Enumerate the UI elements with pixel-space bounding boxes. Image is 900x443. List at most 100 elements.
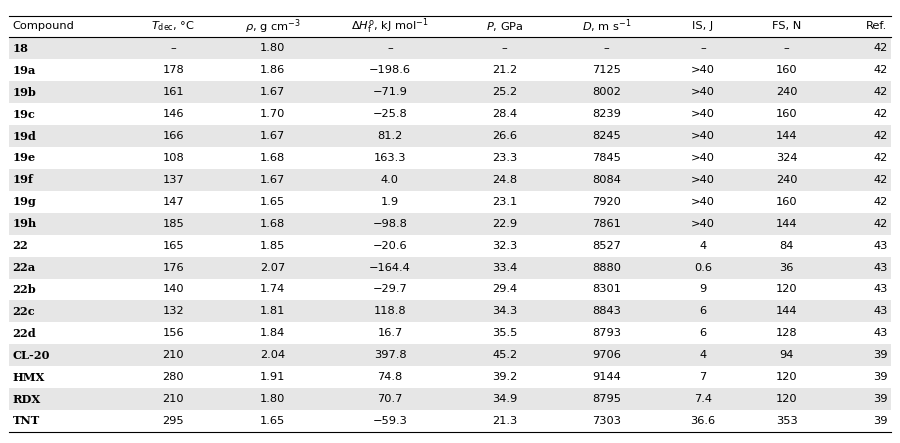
Text: 42: 42 <box>873 175 887 185</box>
Text: 19b: 19b <box>13 87 37 98</box>
Text: 108: 108 <box>163 153 184 163</box>
Text: 161: 161 <box>163 87 184 97</box>
Text: 295: 295 <box>163 416 184 426</box>
Text: 166: 166 <box>163 131 184 141</box>
Text: 7861: 7861 <box>592 219 621 229</box>
Text: 8880: 8880 <box>592 263 621 272</box>
Text: 1.65: 1.65 <box>260 416 285 426</box>
Text: 22c: 22c <box>13 306 35 317</box>
Text: −164.4: −164.4 <box>369 263 411 272</box>
Text: 94: 94 <box>779 350 794 360</box>
Text: 7125: 7125 <box>592 65 621 75</box>
Text: 8795: 8795 <box>592 394 621 404</box>
Text: −198.6: −198.6 <box>369 65 411 75</box>
Text: 7.4: 7.4 <box>694 394 712 404</box>
Text: 19h: 19h <box>13 218 37 229</box>
Text: −98.8: −98.8 <box>373 219 408 229</box>
Text: 42: 42 <box>873 197 887 207</box>
Text: 39.2: 39.2 <box>492 372 517 382</box>
Text: 1.68: 1.68 <box>260 153 285 163</box>
Text: 28.4: 28.4 <box>492 109 517 119</box>
Text: 160: 160 <box>776 197 797 207</box>
Text: 29.4: 29.4 <box>492 284 517 295</box>
Text: 120: 120 <box>776 394 797 404</box>
Text: 8002: 8002 <box>592 87 621 97</box>
Text: −25.8: −25.8 <box>373 109 408 119</box>
Text: –: – <box>170 43 176 53</box>
Text: 128: 128 <box>776 328 797 338</box>
Text: 0.6: 0.6 <box>694 263 712 272</box>
Text: 144: 144 <box>776 131 797 141</box>
Text: IS, J: IS, J <box>692 21 714 31</box>
Text: 165: 165 <box>163 241 184 251</box>
Text: 2.04: 2.04 <box>260 350 285 360</box>
Text: 9706: 9706 <box>592 350 621 360</box>
Text: 42: 42 <box>873 153 887 163</box>
Text: 4.0: 4.0 <box>381 175 399 185</box>
Text: 1.86: 1.86 <box>260 65 285 75</box>
Text: 43: 43 <box>873 307 887 316</box>
Text: FS, N: FS, N <box>772 21 801 31</box>
Text: 9: 9 <box>699 284 707 295</box>
Text: 34.3: 34.3 <box>492 307 517 316</box>
Text: −29.7: −29.7 <box>373 284 408 295</box>
Text: 19e: 19e <box>13 152 36 163</box>
Text: 1.67: 1.67 <box>260 87 285 97</box>
Text: 1.81: 1.81 <box>260 307 285 316</box>
Text: 132: 132 <box>163 307 184 316</box>
Text: 23.1: 23.1 <box>492 197 517 207</box>
Text: 4: 4 <box>699 241 707 251</box>
Bar <box>9 125 891 147</box>
Bar <box>9 213 891 235</box>
Text: >40: >40 <box>691 87 716 97</box>
Text: 43: 43 <box>873 328 887 338</box>
Text: $T_\mathrm{dec}$, °C: $T_\mathrm{dec}$, °C <box>151 19 195 33</box>
Text: 146: 146 <box>163 109 184 119</box>
Text: 43: 43 <box>873 263 887 272</box>
Text: 1.67: 1.67 <box>260 175 285 185</box>
Text: 18: 18 <box>13 43 29 54</box>
Text: Ref.: Ref. <box>866 21 887 31</box>
Text: 36: 36 <box>779 263 794 272</box>
Text: 42: 42 <box>873 131 887 141</box>
Text: 4: 4 <box>699 350 707 360</box>
Text: 32.3: 32.3 <box>492 241 517 251</box>
Text: >40: >40 <box>691 153 716 163</box>
Text: 39: 39 <box>873 416 887 426</box>
Text: 24.8: 24.8 <box>492 175 517 185</box>
Text: 39: 39 <box>873 372 887 382</box>
Text: 137: 137 <box>163 175 184 185</box>
Text: 34.9: 34.9 <box>492 394 517 404</box>
Text: 1.67: 1.67 <box>260 131 285 141</box>
Text: 25.2: 25.2 <box>492 87 517 97</box>
Text: 19a: 19a <box>13 65 36 76</box>
Text: 39: 39 <box>873 350 887 360</box>
Text: 163.3: 163.3 <box>374 153 406 163</box>
Text: 70.7: 70.7 <box>377 394 402 404</box>
Text: 23.3: 23.3 <box>492 153 517 163</box>
Text: >40: >40 <box>691 109 716 119</box>
Text: 6: 6 <box>699 307 707 316</box>
Bar <box>9 37 891 59</box>
Text: >40: >40 <box>691 219 716 229</box>
Text: −59.3: −59.3 <box>373 416 408 426</box>
Text: 397.8: 397.8 <box>374 350 406 360</box>
Text: 42: 42 <box>873 87 887 97</box>
Text: 156: 156 <box>163 328 184 338</box>
Text: 84: 84 <box>779 241 794 251</box>
Text: >40: >40 <box>691 197 716 207</box>
Text: 42: 42 <box>873 219 887 229</box>
Text: 42: 42 <box>873 43 887 53</box>
Text: 74.8: 74.8 <box>377 372 402 382</box>
Text: 120: 120 <box>776 284 797 295</box>
Text: 1.80: 1.80 <box>260 394 285 404</box>
Text: 1.84: 1.84 <box>260 328 285 338</box>
Text: 1.74: 1.74 <box>260 284 285 295</box>
Text: 19d: 19d <box>13 131 37 142</box>
Bar <box>9 81 891 103</box>
Text: 8527: 8527 <box>592 241 621 251</box>
Text: 9144: 9144 <box>592 372 621 382</box>
Text: 6: 6 <box>699 328 707 338</box>
Text: 36.6: 36.6 <box>690 416 716 426</box>
Text: –: – <box>387 43 393 53</box>
